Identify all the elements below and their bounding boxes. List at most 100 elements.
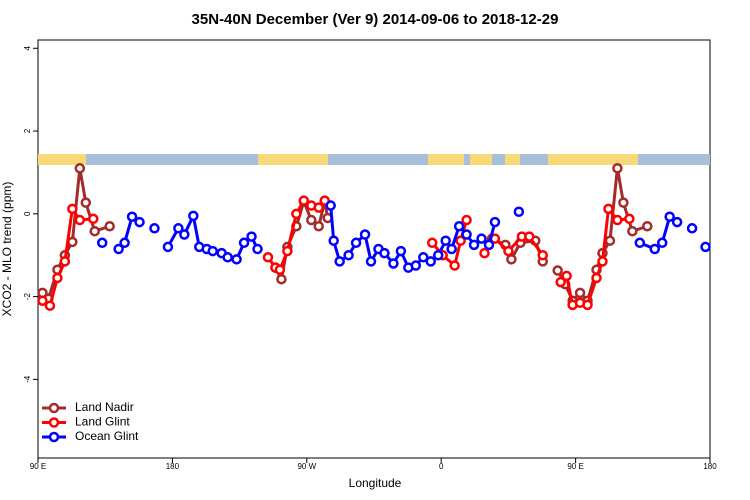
legend-marker (48, 431, 60, 443)
x-tick-label: 0 (439, 462, 444, 471)
point (231, 254, 242, 265)
point (276, 273, 287, 285)
point (425, 256, 436, 267)
point (489, 233, 501, 244)
y-tick-label: 4 (23, 46, 32, 51)
point (246, 231, 257, 242)
legend-label: Ocean Glint (75, 429, 139, 443)
map-strip (38, 154, 710, 165)
point (262, 252, 274, 263)
y-tick-label: 0 (23, 211, 32, 216)
point (67, 203, 78, 215)
point (365, 256, 377, 267)
point (282, 245, 293, 257)
point (555, 276, 566, 288)
point (238, 237, 250, 249)
point (59, 256, 71, 267)
point (449, 260, 460, 271)
x-tick-label: 90 W (297, 462, 316, 471)
point (649, 243, 660, 255)
point (671, 216, 683, 228)
point (483, 239, 495, 251)
point (418, 252, 429, 263)
point (222, 252, 233, 263)
point (89, 225, 100, 237)
point (207, 245, 218, 257)
point (656, 237, 668, 249)
point (334, 256, 345, 267)
point (537, 249, 548, 261)
point (96, 237, 108, 249)
x-tick-label: 90 E (30, 462, 46, 471)
point (476, 233, 487, 244)
point (624, 213, 635, 225)
point (432, 249, 444, 261)
y-axis-title: XCO2 - MLO trend (ppm) (0, 182, 14, 317)
point (664, 211, 675, 222)
point (612, 214, 623, 226)
point (134, 216, 145, 228)
y-tick-label: -4 (23, 375, 32, 383)
point (188, 210, 199, 222)
point (506, 254, 517, 265)
x-tick-label: 90 E (567, 462, 583, 471)
point (455, 235, 466, 246)
point (604, 235, 616, 246)
point (591, 272, 602, 284)
point (440, 235, 451, 246)
point (461, 214, 472, 226)
point (113, 243, 124, 255)
point (410, 260, 422, 271)
point (52, 272, 63, 284)
point (468, 239, 480, 251)
point (306, 214, 317, 226)
point (119, 237, 130, 249)
point (503, 245, 514, 257)
x-axis-title: Longitude (349, 476, 402, 490)
point (524, 231, 535, 242)
point (379, 247, 390, 259)
point (126, 211, 138, 222)
point (395, 245, 407, 257)
legend-label: Land Glint (75, 415, 130, 429)
y-tick-label: -2 (23, 292, 32, 300)
point (298, 195, 310, 206)
point (686, 223, 698, 234)
point (426, 237, 438, 249)
point (582, 299, 593, 311)
point (173, 223, 184, 234)
point (513, 206, 525, 218)
point (612, 163, 623, 174)
point (479, 247, 490, 259)
x-tick-label: 180 (166, 462, 180, 471)
legend-marker (48, 417, 60, 428)
point (252, 243, 263, 255)
point (88, 213, 99, 225)
legend-marker (48, 402, 60, 414)
y-tick-label: 2 (23, 128, 32, 133)
point (162, 241, 174, 253)
point (274, 264, 286, 275)
point (313, 220, 324, 232)
point (322, 212, 333, 224)
point (359, 229, 371, 240)
point (461, 229, 472, 240)
point (574, 287, 586, 299)
point (489, 216, 501, 228)
point (149, 223, 160, 234)
point (37, 295, 48, 306)
point (328, 235, 339, 246)
point (313, 202, 324, 213)
point (343, 249, 354, 261)
point (597, 256, 608, 267)
point (700, 241, 711, 253)
point (446, 243, 457, 255)
chart-title: 35N-40N December (Ver 9) 2014-09-06 to 2… (192, 11, 559, 28)
point (74, 163, 86, 174)
point (453, 220, 465, 232)
point (603, 203, 614, 215)
point (44, 300, 56, 311)
point (642, 220, 653, 232)
x-tick-label: 180 (703, 462, 717, 471)
